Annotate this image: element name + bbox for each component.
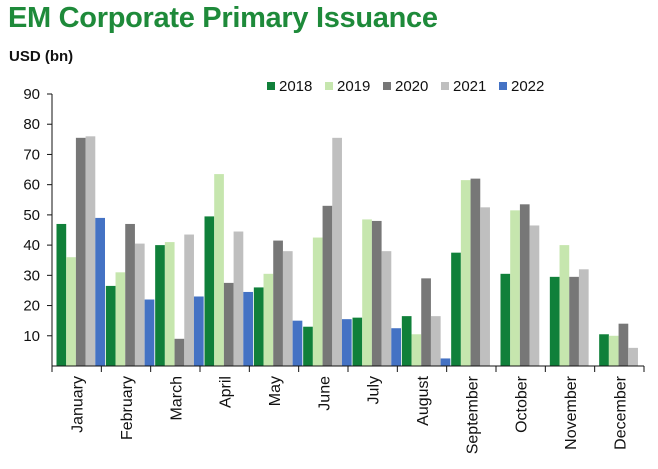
bar (391, 328, 401, 366)
legend-swatch (441, 82, 449, 90)
bar (85, 136, 96, 366)
bar (66, 257, 76, 366)
y-unit-label: USD (bn) (9, 48, 74, 65)
bar (193, 296, 204, 366)
bar (421, 278, 431, 366)
bar (559, 245, 570, 366)
page-title: EM Corporate Primary Issuance (8, 2, 438, 34)
bar (292, 320, 303, 366)
x-axis: January February March April May June July Augu… (51, 365, 645, 454)
bar (263, 273, 274, 366)
bar (233, 231, 244, 366)
x-category-label: January (70, 376, 87, 433)
y-tick-label: 80 (23, 116, 40, 133)
x-category-label: July (366, 376, 383, 404)
bar (56, 223, 67, 366)
x-category-label: May (267, 376, 284, 406)
bar (164, 242, 175, 366)
y-tick-label: 90 (23, 86, 40, 103)
bar (430, 316, 441, 366)
x-category-label: March (168, 376, 185, 420)
legend-label: 2022 (511, 78, 544, 95)
legend-label: 2019 (337, 78, 370, 95)
bar (500, 273, 511, 366)
bar (578, 269, 589, 366)
bar (618, 323, 629, 366)
legend-label: 2018 (279, 78, 312, 95)
bar (204, 216, 215, 366)
bar (341, 319, 352, 366)
bar (95, 217, 105, 366)
bar (273, 240, 283, 366)
bar (519, 204, 530, 366)
y-tick-label: 50 (23, 207, 40, 224)
y-tick-label: 20 (23, 298, 40, 315)
x-category-label: April (218, 376, 235, 408)
bar (510, 210, 520, 366)
bar (599, 334, 609, 366)
bar (569, 276, 579, 366)
bar (125, 223, 135, 366)
chart-legend: 2018 2019 2020 2021 2022 (267, 78, 544, 95)
x-category-label: June (316, 376, 333, 411)
bar (371, 220, 382, 366)
bar (184, 234, 194, 366)
x-category-label: September (464, 375, 481, 454)
legend-swatch (325, 82, 333, 90)
bar (253, 287, 264, 366)
x-category-label: February (119, 376, 136, 440)
bar (381, 251, 392, 366)
bar (470, 178, 481, 366)
x-category-label: December (612, 375, 629, 449)
y-tick-label: 10 (23, 328, 40, 345)
legend-swatch (499, 82, 507, 90)
bar (214, 174, 224, 366)
bar (144, 299, 155, 366)
bar-groups (56, 136, 638, 366)
bar (332, 137, 342, 366)
legend-label: 2020 (395, 78, 428, 95)
bar (411, 334, 422, 366)
bar (115, 272, 126, 366)
bar (312, 237, 323, 366)
bar (460, 180, 471, 366)
y-axis: 10 20 30 40 50 60 70 80 90 (23, 86, 53, 366)
y-tick-label: 70 (23, 146, 40, 163)
bar (134, 243, 145, 366)
bar (549, 276, 560, 366)
y-tick-label: 30 (23, 267, 40, 284)
bar (608, 335, 619, 366)
x-category-label: November (563, 375, 580, 449)
bar (174, 338, 185, 366)
y-tick-label: 60 (23, 177, 40, 194)
bar (243, 291, 253, 366)
bar (322, 205, 333, 366)
bar (155, 245, 165, 366)
legend-label: 2021 (453, 78, 486, 95)
bar (282, 251, 293, 366)
bar (75, 137, 86, 366)
bar (362, 219, 372, 366)
legend-swatch (383, 82, 391, 90)
bar (480, 207, 490, 366)
x-category-label: August (415, 375, 432, 425)
bar (401, 316, 412, 366)
bar (352, 317, 363, 366)
bar (303, 326, 313, 366)
bar (440, 358, 451, 366)
x-category-label: October (514, 375, 531, 433)
bar (628, 347, 638, 366)
bar (451, 252, 461, 366)
legend-swatch (267, 82, 275, 90)
bar (105, 285, 116, 366)
bar (223, 282, 234, 366)
y-tick-label: 40 (23, 237, 40, 254)
bar (529, 225, 540, 366)
